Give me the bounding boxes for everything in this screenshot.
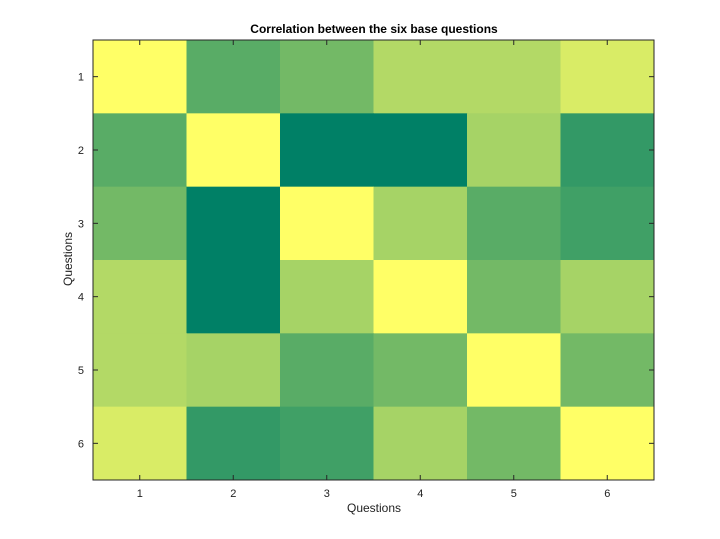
y-tick-label: 2 [78, 145, 84, 157]
heatmap-cell-r1-c6 [560, 40, 655, 114]
plot-frame [92, 39, 655, 481]
heatmap-cell-r5-c3 [280, 333, 374, 408]
x-axis-label: Questions [347, 501, 401, 515]
y-tick-label: 1 [78, 72, 84, 84]
heatmap-cell-r3-c6 [560, 186, 655, 261]
heatmap-cell-r2-c2 [186, 113, 281, 188]
x-tick-label: 5 [511, 488, 517, 500]
heatmap-cell-r6-c2 [186, 406, 281, 481]
heatmap-cell-r6-c4 [373, 406, 468, 481]
heatmap-cell-r6-c1 [93, 406, 187, 481]
heatmap-cell-r2-c6 [560, 113, 655, 188]
heatmap-cell-r2-c1 [93, 113, 187, 188]
y-tick-label: 5 [78, 365, 84, 377]
heatmap-cell-r1-c1 [93, 40, 187, 114]
heatmap-cell-r3-c4 [373, 186, 468, 261]
heatmap-cell-r1-c2 [186, 40, 281, 114]
heatmap-cell-r1-c4 [373, 40, 468, 114]
heatmap-cell-r6-c3 [280, 406, 374, 481]
x-tick-label: 3 [324, 488, 330, 500]
x-tick-label: 1 [137, 488, 143, 500]
heatmap-cell-r4-c4 [373, 260, 468, 334]
heatmap-cell-r2-c4 [373, 113, 468, 188]
heatmap-cell-r6-c6 [560, 406, 655, 481]
y-tick-label: 6 [78, 438, 84, 450]
heatmap-cell-r4-c3 [280, 260, 374, 334]
heatmap-cell-r4-c2 [186, 260, 281, 334]
heatmap-cell-r5-c2 [186, 333, 281, 408]
heatmap-cell-r3-c1 [93, 186, 187, 261]
y-tick-label: 4 [78, 292, 84, 304]
heatmap-cell-r6-c5 [467, 406, 561, 481]
heatmap-cell-r4-c5 [467, 260, 561, 334]
heatmap-cell-r4-c6 [560, 260, 655, 334]
heatmap-cell-r1-c5 [467, 40, 561, 114]
heatmap-cells [93, 40, 655, 481]
heatmap-cell-r2-c5 [467, 113, 561, 188]
heatmap-cell-r1-c3 [280, 40, 374, 114]
heatmap-cell-r3-c3 [280, 186, 374, 261]
heatmap-cell-r3-c2 [186, 186, 281, 261]
chart-title: Correlation between the six base questio… [250, 22, 498, 36]
x-tick-label: 4 [417, 488, 423, 500]
heatmap-cell-r3-c5 [467, 186, 561, 261]
y-axis-label: Questions [61, 232, 75, 286]
x-tick-label: 2 [230, 488, 236, 500]
heatmap-cell-r5-c1 [93, 333, 187, 408]
heatmap-cell-r5-c4 [373, 333, 468, 408]
heatmap-cell-r2-c3 [280, 113, 374, 188]
heatmap-cell-r5-c5 [467, 333, 561, 408]
axis-ticks: 1 2 3 4 5 6 1 2 3 4 5 6 [78, 40, 654, 500]
x-tick-label: 6 [604, 488, 610, 500]
heatmap-cell-r5-c6 [560, 333, 655, 408]
y-tick-label: 3 [78, 218, 84, 230]
heatmap-cell-r4-c1 [93, 260, 187, 334]
